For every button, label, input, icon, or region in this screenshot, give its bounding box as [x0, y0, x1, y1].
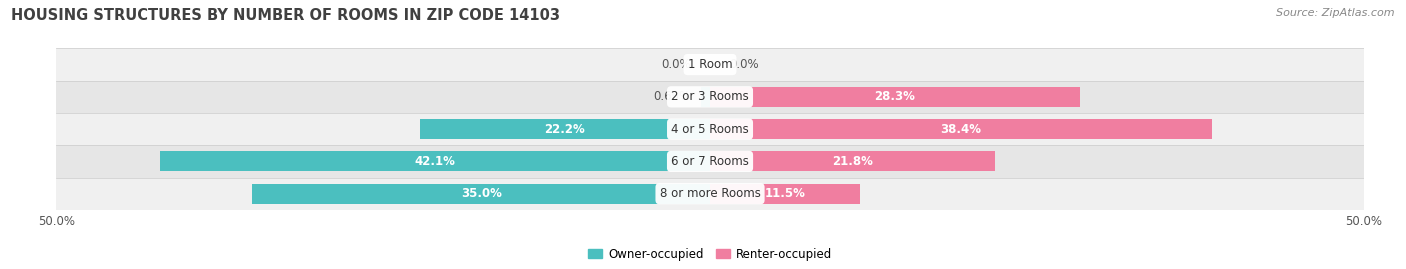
- Bar: [710, 119, 1212, 139]
- Text: 0.69%: 0.69%: [654, 90, 690, 103]
- Bar: [710, 184, 860, 204]
- Bar: [159, 151, 710, 171]
- Text: 1 Room: 1 Room: [688, 58, 733, 71]
- Text: Source: ZipAtlas.com: Source: ZipAtlas.com: [1277, 8, 1395, 18]
- Text: 21.8%: 21.8%: [832, 155, 873, 168]
- Text: HOUSING STRUCTURES BY NUMBER OF ROOMS IN ZIP CODE 14103: HOUSING STRUCTURES BY NUMBER OF ROOMS IN…: [11, 8, 560, 23]
- Bar: [710, 151, 995, 171]
- Text: 28.3%: 28.3%: [875, 90, 915, 103]
- Bar: [56, 178, 1364, 210]
- Bar: [56, 113, 1364, 145]
- Bar: [710, 87, 1080, 107]
- Bar: [702, 87, 710, 107]
- Bar: [253, 184, 710, 204]
- Bar: [56, 145, 1364, 178]
- Text: 0.0%: 0.0%: [661, 58, 690, 71]
- Text: 11.5%: 11.5%: [765, 187, 806, 200]
- Text: 4 or 5 Rooms: 4 or 5 Rooms: [671, 123, 749, 136]
- Text: 6 or 7 Rooms: 6 or 7 Rooms: [671, 155, 749, 168]
- Text: 38.4%: 38.4%: [941, 123, 981, 136]
- Text: 8 or more Rooms: 8 or more Rooms: [659, 187, 761, 200]
- Bar: [56, 81, 1364, 113]
- Bar: [56, 48, 1364, 81]
- Text: 22.2%: 22.2%: [544, 123, 585, 136]
- Text: 35.0%: 35.0%: [461, 187, 502, 200]
- Text: 42.1%: 42.1%: [415, 155, 456, 168]
- Text: 2 or 3 Rooms: 2 or 3 Rooms: [671, 90, 749, 103]
- Bar: [420, 119, 710, 139]
- Legend: Owner-occupied, Renter-occupied: Owner-occupied, Renter-occupied: [583, 243, 837, 265]
- Text: 0.0%: 0.0%: [730, 58, 759, 71]
